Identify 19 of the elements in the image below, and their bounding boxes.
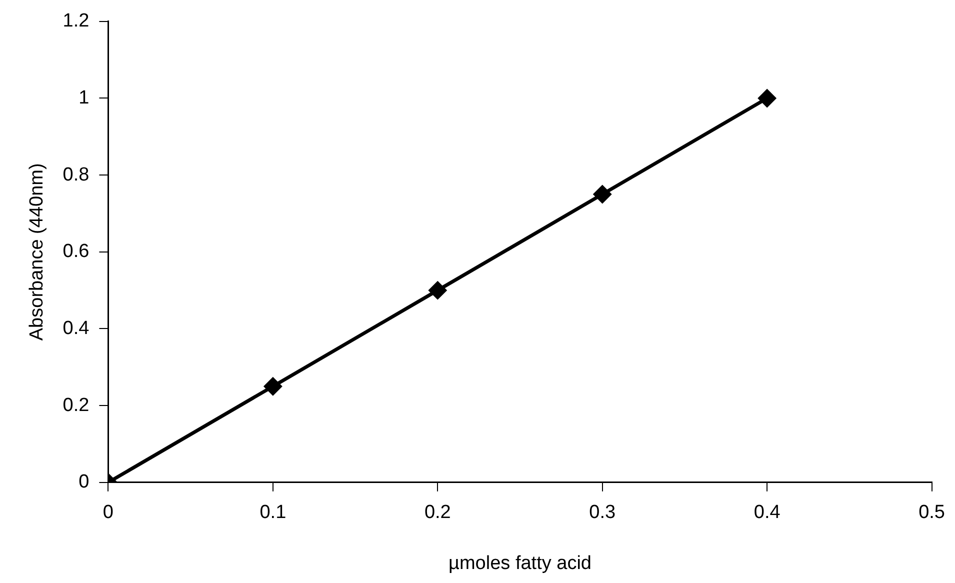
point <box>264 378 282 396</box>
y-tick-label: 0.4 <box>62 318 90 339</box>
y-tick-label: 1.2 <box>62 10 90 32</box>
y-tick-label: 1 <box>78 87 90 108</box>
x-tick-label: 0.3 <box>589 502 616 524</box>
point <box>758 89 776 107</box>
y-tick-label: 0.2 <box>62 394 90 416</box>
x-tick-label: 0 <box>102 502 114 524</box>
y-axis-title: Absorbance (440nm) <box>26 163 48 341</box>
point <box>428 282 446 300</box>
x-tick-label: 0.1 <box>260 502 286 524</box>
point <box>594 186 612 204</box>
x-tick-label: 0.2 <box>424 502 451 524</box>
y-tick-label: 0 <box>78 472 90 493</box>
x-tick-label: 0.4 <box>754 502 781 524</box>
x-tick-label: 0.5 <box>918 502 946 524</box>
x-axis-title: µmoles fatty acid <box>448 552 592 574</box>
y-tick-label: 0.8 <box>62 164 90 186</box>
y-tick-label: 0.6 <box>62 241 90 262</box>
